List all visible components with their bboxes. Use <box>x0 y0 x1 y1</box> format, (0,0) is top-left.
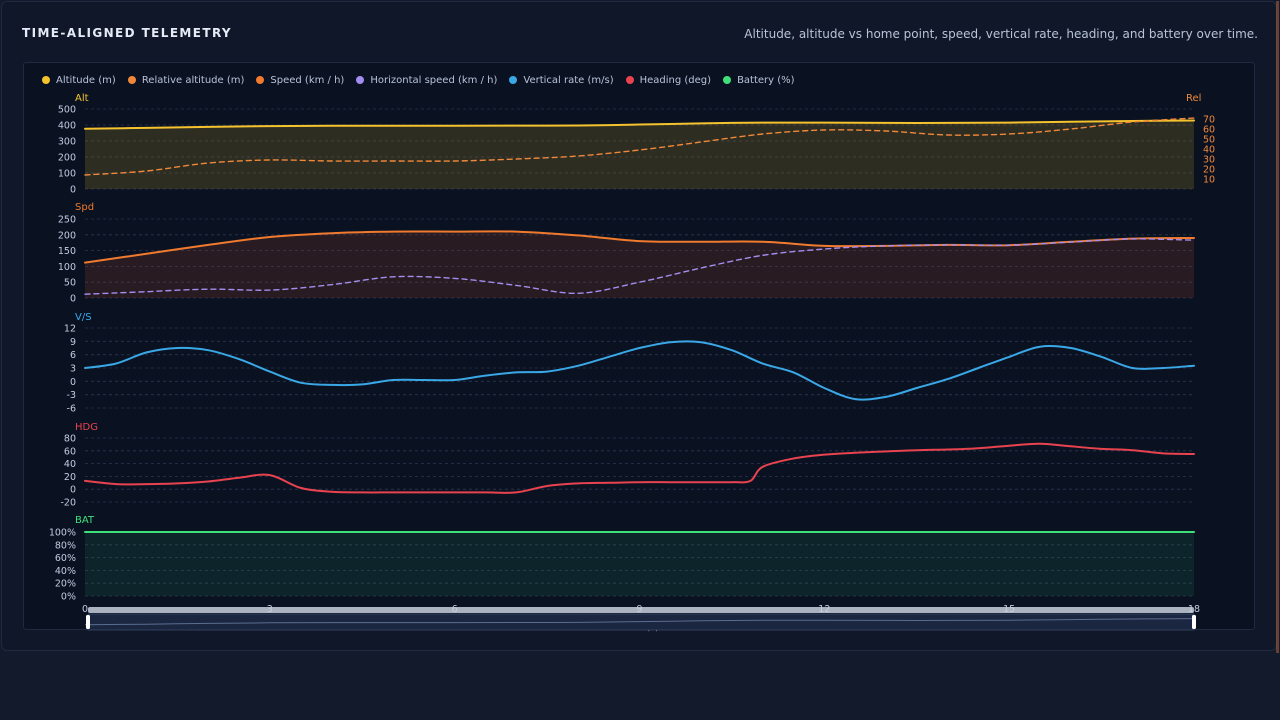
series-area-bat-0 <box>85 532 1194 596</box>
card-subtitle: Altitude, altitude vs home point, speed,… <box>744 27 1258 41</box>
series-line-spd-1[interactable] <box>84 238 1195 295</box>
card-accent-edge <box>1276 1 1279 653</box>
panel-bat: BAT 0% 20% 40% 60% 80%100% <box>49 515 1195 603</box>
y-tick-label: 0 <box>70 294 76 305</box>
y-tick-label: 80 <box>64 434 76 445</box>
y-tick-label: 12 <box>64 324 76 335</box>
y-tick-label: -20 <box>60 498 76 509</box>
series-area-spd-0 <box>85 231 1194 298</box>
y-tick-label: 100% <box>49 528 76 539</box>
y-tick-label: 80% <box>55 540 76 551</box>
legend-label: Horizontal speed (km / h) <box>370 74 498 86</box>
zoom-preview-line <box>84 618 1195 626</box>
series-line-hdg-0[interactable] <box>84 442 1195 494</box>
panel-vs: V/S -6 -3 0 3 6 9 12 <box>64 312 1195 415</box>
right-tick-label: 10 <box>1203 175 1215 186</box>
y-tick-label: 200 <box>58 230 76 241</box>
y-tick-label: -6 <box>67 404 76 415</box>
legend-item[interactable]: Heading (deg) <box>625 74 712 86</box>
legend-label: Speed (km / h) <box>270 74 345 86</box>
legend-item[interactable]: Relative altitude (m) <box>127 74 245 86</box>
y-tick-label: 0% <box>61 592 76 603</box>
zoom-handle-start[interactable] <box>86 615 90 629</box>
x-tick-label: 0 <box>82 604 88 615</box>
y-tick-label: 150 <box>58 246 76 257</box>
panel-label-hdg: HDG <box>75 422 98 433</box>
legend-label: Heading (deg) <box>639 74 712 86</box>
panel-right-label-alt: Rel <box>1186 93 1201 104</box>
zoom-handle-end[interactable] <box>1192 615 1196 629</box>
y-tick-label: 250 <box>58 215 76 226</box>
chart-legend[interactable]: Altitude (m) Relative altitude (m) Speed (… <box>42 73 807 87</box>
series-line-alt-0[interactable] <box>84 119 1195 130</box>
legend-item[interactable]: Altitude (m) <box>42 75 116 86</box>
right-tick-label: 20 <box>1203 165 1215 176</box>
right-tick-label: 70 <box>1203 115 1215 126</box>
series-line-alt-1[interactable] <box>84 117 1195 176</box>
legend-item[interactable]: Horizontal speed (km / h) <box>356 75 497 86</box>
y-tick-label: 60% <box>55 553 76 564</box>
panel-label-spd: Spd <box>75 202 94 213</box>
y-tick-label: 0 <box>70 377 76 388</box>
legend-label: Altitude (m) <box>56 74 116 86</box>
legend-label: Vertical rate (m/s) <box>523 74 614 86</box>
legend-swatch <box>42 76 50 84</box>
panel-label-alt: Alt <box>75 93 89 104</box>
right-tick-label: 30 <box>1203 155 1215 166</box>
y-tick-label: 200 <box>58 153 76 164</box>
y-tick-label: 3 <box>70 364 76 375</box>
series-area-alt-0 <box>85 120 1194 189</box>
legend-swatch <box>625 76 634 84</box>
legend-swatch <box>127 76 136 84</box>
y-tick-label: 50 <box>64 278 76 289</box>
card-title: TIME-ALIGNED TELEMETRY <box>22 26 233 40</box>
y-tick-label: 500 <box>58 105 76 116</box>
legend-swatch <box>356 76 365 84</box>
right-tick-label: 40 <box>1203 145 1215 156</box>
right-tick-label: 60 <box>1203 125 1215 136</box>
y-tick-label: 0 <box>70 485 76 496</box>
y-tick-label: 100 <box>58 169 76 180</box>
y-tick-label: 40% <box>55 566 76 577</box>
legend-swatch <box>723 76 732 84</box>
y-tick-label: 6 <box>70 350 76 361</box>
panel-label-bat: BAT <box>75 515 95 526</box>
zoom-slider[interactable] <box>84 607 1196 631</box>
panel-spd: Spd 0 50 100 150 200 250 <box>58 202 1195 305</box>
y-tick-label: 20% <box>55 579 76 590</box>
legend-swatch <box>509 76 518 84</box>
panel-label-vs: V/S <box>75 312 92 323</box>
y-tick-label: -3 <box>67 390 76 401</box>
y-tick-label: 20 <box>64 472 76 483</box>
y-tick-label: 100 <box>58 262 76 273</box>
legend-item[interactable]: Vertical rate (m/s) <box>509 74 614 86</box>
y-tick-label: 60 <box>64 446 76 457</box>
y-tick-label: 0 <box>70 185 76 196</box>
y-tick-label: 40 <box>64 459 76 470</box>
legend-item[interactable]: Speed (km / h) <box>256 75 344 86</box>
y-tick-label: 400 <box>58 121 76 132</box>
legend-item[interactable]: Battery (%) <box>723 75 795 86</box>
y-tick-label: 300 <box>58 137 76 148</box>
legend-label: Relative altitude (m) <box>141 74 245 86</box>
y-tick-label: 9 <box>70 337 76 348</box>
zoom-track[interactable] <box>88 607 1194 613</box>
right-tick-label: 50 <box>1203 135 1215 146</box>
series-line-vs-0[interactable] <box>84 340 1195 401</box>
legend-swatch <box>256 76 265 84</box>
legend-label: Battery (%) <box>737 74 795 86</box>
